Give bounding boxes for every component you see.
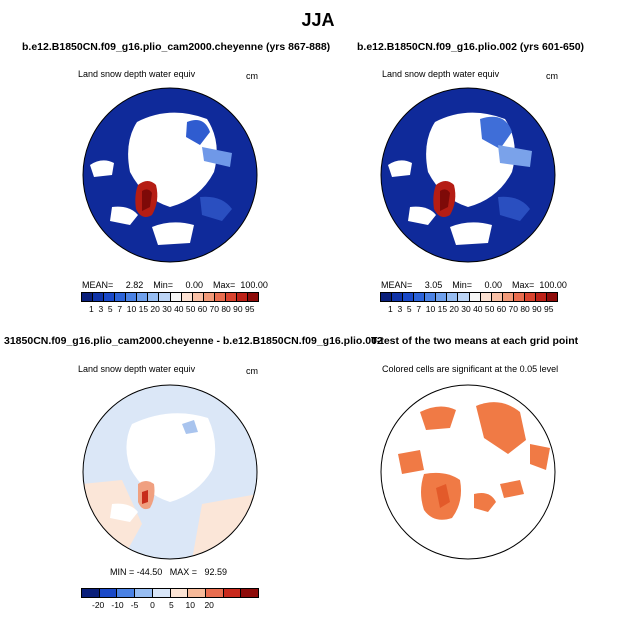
panel-3-difference-map bbox=[82, 384, 258, 560]
panel-2-colorbar-labels: 1 3 5 7 10 15 20 30 40 50 60 70 80 90 95 bbox=[388, 304, 554, 314]
colorbar-swatch bbox=[491, 293, 503, 301]
panel-1-title: b.e12.B1850CN.f09_g16.plio_cam2000.cheye… bbox=[22, 41, 331, 53]
colorbar-swatch bbox=[414, 293, 426, 301]
colorbar-swatch bbox=[447, 293, 459, 301]
panel-1-colorbar-labels: 1 3 5 7 10 15 20 30 40 50 60 70 80 90 95 bbox=[89, 304, 255, 314]
panel-3-units: cm bbox=[246, 366, 258, 376]
colorbar-swatch bbox=[214, 293, 226, 301]
panel-1-units: cm bbox=[246, 71, 258, 81]
panel-1-stats: MEAN= 2.82 Min= 0.00 Max= 100.00 bbox=[82, 280, 268, 290]
colorbar-swatch bbox=[225, 293, 237, 301]
colorbar-swatch bbox=[82, 589, 100, 597]
colorbar-swatch bbox=[480, 293, 492, 301]
panel-3-colorbar-labels: -20 -10 -5 0 5 10 20 bbox=[92, 600, 214, 610]
colorbar-swatch bbox=[126, 293, 138, 301]
panel-4-significance-map bbox=[380, 384, 556, 560]
colorbar-swatch bbox=[392, 293, 404, 301]
colorbar-swatch bbox=[135, 589, 153, 597]
colorbar-swatch bbox=[159, 293, 171, 301]
panel-2-stats: MEAN= 3.05 Min= 0.00 Max= 100.00 bbox=[381, 280, 567, 290]
colorbar-swatch bbox=[104, 293, 116, 301]
colorbar-swatch bbox=[513, 293, 525, 301]
colorbar-swatch bbox=[117, 589, 136, 597]
colorbar-swatch bbox=[535, 293, 547, 301]
colorbar-swatch bbox=[205, 589, 224, 597]
colorbar-swatch bbox=[188, 589, 206, 597]
colorbar-swatch bbox=[403, 293, 415, 301]
colorbar-swatch bbox=[99, 589, 118, 597]
colorbar-swatch bbox=[247, 293, 258, 301]
panel-4-subtitle: Colored cells are significant at the 0.0… bbox=[382, 364, 559, 374]
panel-2-colorbar bbox=[380, 292, 558, 302]
panel-2-polar-map bbox=[380, 87, 556, 263]
panel-3-variable: Land snow depth water equiv bbox=[78, 364, 196, 374]
colorbar-swatch bbox=[192, 293, 204, 301]
colorbar-swatch bbox=[93, 293, 105, 301]
colorbar-swatch bbox=[546, 293, 557, 301]
colorbar-swatch bbox=[137, 293, 149, 301]
colorbar-swatch bbox=[115, 293, 127, 301]
colorbar-swatch bbox=[223, 589, 242, 597]
colorbar-swatch bbox=[524, 293, 536, 301]
colorbar-swatch bbox=[170, 293, 182, 301]
panel-1-colorbar bbox=[81, 292, 259, 302]
colorbar-swatch bbox=[381, 293, 393, 301]
figure-title: JJA bbox=[301, 10, 335, 30]
colorbar-swatch bbox=[458, 293, 470, 301]
colorbar-swatch bbox=[203, 293, 215, 301]
panel-2-units: cm bbox=[546, 71, 558, 81]
panel-1-variable: Land snow depth water equiv bbox=[78, 69, 196, 79]
colorbar-swatch bbox=[241, 589, 259, 597]
panel-3-stats: MIN = -44.50 MAX = 92.59 bbox=[110, 567, 228, 577]
colorbar-swatch bbox=[181, 293, 193, 301]
colorbar-swatch bbox=[425, 293, 437, 301]
colorbar-swatch bbox=[152, 589, 171, 597]
colorbar-swatch bbox=[236, 293, 248, 301]
colorbar-swatch bbox=[170, 589, 189, 597]
panel-2-title: b.e12.B1850CN.f09_g16.plio.002 (yrs 601-… bbox=[357, 41, 585, 53]
panel-4-title: T-test of the two means at each grid poi… bbox=[371, 335, 579, 347]
panel-3-colorbar bbox=[81, 588, 259, 598]
colorbar-swatch bbox=[148, 293, 160, 301]
colorbar-swatch bbox=[502, 293, 514, 301]
colorbar-swatch bbox=[82, 293, 94, 301]
panel-3-title: 31850CN.f09_g16.plio_cam2000.cheyenne - … bbox=[4, 335, 383, 347]
colorbar-swatch bbox=[436, 293, 448, 301]
panel-1-polar-map bbox=[82, 87, 258, 263]
colorbar-swatch bbox=[469, 293, 481, 301]
panel-2-variable: Land snow depth water equiv bbox=[382, 69, 500, 79]
